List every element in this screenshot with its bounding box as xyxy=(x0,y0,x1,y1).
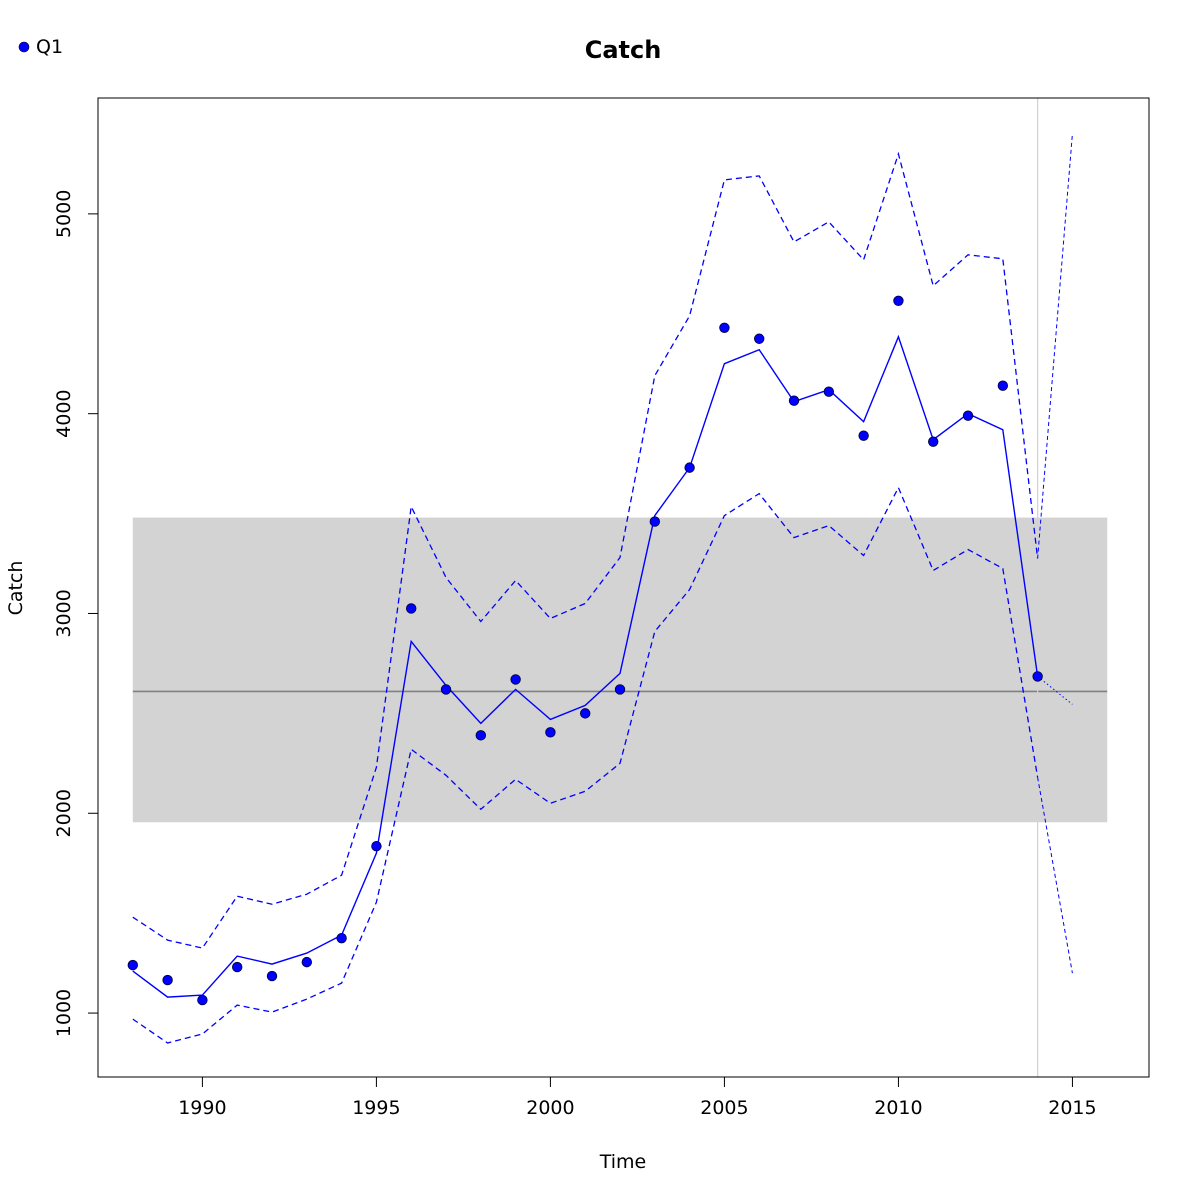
data-point xyxy=(893,295,904,306)
data-point xyxy=(197,994,208,1006)
data-point xyxy=(580,708,591,719)
series-lines-layer xyxy=(132,133,1073,1044)
data-point xyxy=(719,322,730,333)
fitted-line xyxy=(132,334,1039,998)
data-point xyxy=(301,956,313,968)
data-point xyxy=(1032,671,1043,682)
x-tick-label: 2000 xyxy=(526,1097,574,1119)
reference-band xyxy=(132,517,1108,823)
data-point xyxy=(406,603,417,614)
x-tick-label: 2005 xyxy=(700,1097,748,1119)
data-point xyxy=(754,333,765,344)
x-tick-label: 1995 xyxy=(352,1097,400,1119)
data-point xyxy=(858,430,869,441)
y-tick-label: 5000 xyxy=(53,190,75,238)
legend-marker xyxy=(18,41,30,53)
y-tick-label: 3000 xyxy=(53,589,75,637)
legend-label: Q1 xyxy=(36,36,63,58)
x-tick-label: 1990 xyxy=(178,1097,226,1119)
reference-band-layer xyxy=(132,98,1108,1077)
legend: Q1 xyxy=(18,36,63,58)
x-tick-label: 2015 xyxy=(1048,1097,1096,1119)
upper-bound-line xyxy=(132,151,1039,949)
data-point xyxy=(962,410,974,421)
plot-frame xyxy=(97,97,1150,1078)
data-point xyxy=(614,684,626,695)
chart-title: Catch xyxy=(585,36,662,64)
data-point xyxy=(162,974,173,986)
data-point xyxy=(510,674,521,685)
data-point xyxy=(684,462,695,473)
data-point xyxy=(127,959,139,971)
y-tick-label: 2000 xyxy=(53,789,75,837)
data-point xyxy=(266,970,278,982)
lower-bound-line xyxy=(132,486,1039,1044)
data-point xyxy=(545,727,556,738)
data-point xyxy=(788,395,800,406)
data-point xyxy=(371,841,382,852)
data-point xyxy=(928,436,939,447)
x-tick-label: 2010 xyxy=(874,1097,922,1119)
forecast-lower-line xyxy=(1037,777,1073,974)
data-point xyxy=(823,386,835,397)
data-point xyxy=(336,932,347,944)
x-axis-label: Time xyxy=(599,1151,647,1173)
y-axis: 1000 2000 3000 4000 5000 xyxy=(53,190,98,1037)
y-axis-label: Catch xyxy=(5,561,27,616)
data-point xyxy=(232,961,243,973)
forecast-line xyxy=(1037,676,1073,705)
data-point xyxy=(440,684,452,695)
forecast-upper-line xyxy=(1037,133,1073,559)
data-point xyxy=(997,380,1009,391)
x-axis: 1990 1995 2000 2005 2010 2015 xyxy=(178,1077,1097,1119)
data-point xyxy=(649,516,661,527)
y-tick-label: 4000 xyxy=(53,389,75,437)
observed-points-layer xyxy=(127,295,1043,1006)
data-point xyxy=(475,730,487,741)
y-tick-label: 1000 xyxy=(53,989,75,1037)
